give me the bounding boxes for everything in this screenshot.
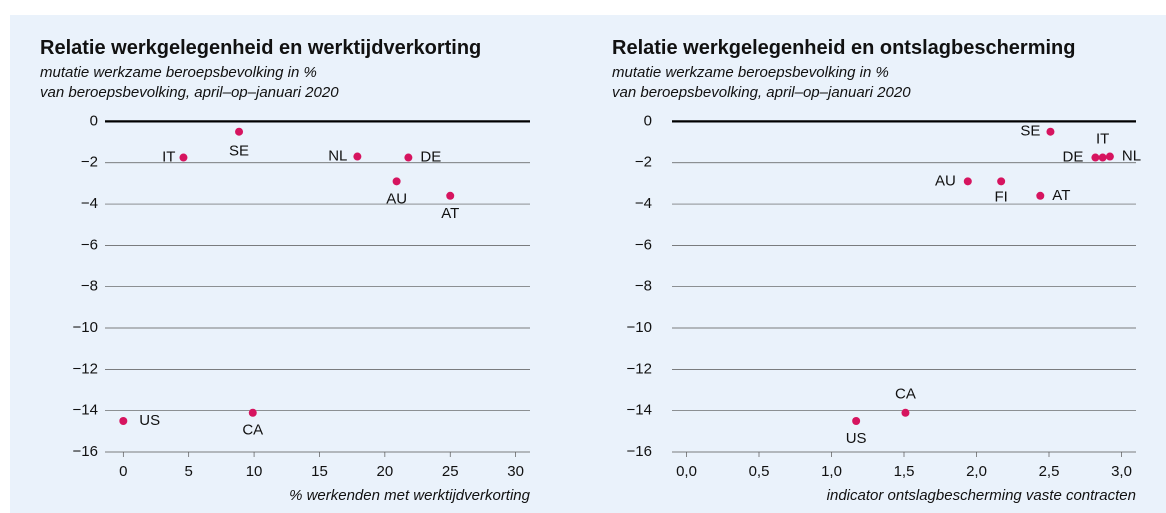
point-label: US — [139, 412, 160, 429]
x-tick-label: 10 — [246, 463, 263, 480]
x-tick-label: 25 — [442, 463, 459, 480]
point — [1098, 153, 1107, 162]
point — [392, 177, 401, 186]
point — [119, 417, 128, 426]
y-tick-label: −16 — [73, 443, 98, 460]
point — [353, 152, 362, 161]
y-tick-label: −14 — [73, 402, 98, 419]
x-tick-label: 15 — [311, 463, 328, 480]
point — [997, 177, 1006, 186]
point-label: CA — [242, 422, 263, 439]
y-tick-label: −16 — [627, 443, 652, 460]
point-label: DE — [1063, 149, 1084, 166]
chart-subtitle: mutatie werkzame beroepsbevolking in % — [612, 64, 889, 81]
chart-subtitle: van beroepsbevolking, april–op–januari 2… — [40, 84, 339, 101]
y-tick-label: 0 — [644, 112, 652, 129]
y-tick-label: −2 — [635, 154, 652, 171]
background — [10, 15, 1166, 513]
y-tick-label: −4 — [635, 195, 652, 212]
point-label: AT — [1052, 187, 1070, 204]
point-label: AU — [935, 172, 956, 189]
point-label: SE — [1020, 123, 1040, 140]
point-label: DE — [420, 149, 441, 166]
point-label: AT — [441, 205, 459, 222]
point-label: IT — [162, 149, 175, 166]
x-tick-label: 20 — [377, 463, 394, 480]
point — [248, 408, 257, 417]
y-tick-label: −14 — [627, 402, 652, 419]
y-tick-label: −4 — [81, 195, 98, 212]
point-label: NL — [1122, 147, 1141, 164]
x-tick-label: 0,5 — [749, 463, 770, 480]
x-tick-label: 1,0 — [821, 463, 842, 480]
x-axis-label: % werkenden met werktijdverkorting — [289, 487, 531, 504]
point — [1105, 152, 1114, 161]
point — [446, 191, 455, 200]
x-tick-label: 5 — [185, 463, 193, 480]
x-tick-label: 0,0 — [676, 463, 697, 480]
point — [901, 408, 910, 417]
point — [179, 153, 188, 162]
x-tick-label: 0 — [119, 463, 127, 480]
chart-title: Relatie werkgelegenheid en ontslagbesche… — [612, 37, 1075, 59]
point-label: FI — [994, 188, 1007, 205]
y-tick-label: −12 — [627, 360, 652, 377]
point — [1091, 153, 1100, 162]
point — [852, 417, 861, 426]
y-tick-label: −12 — [73, 360, 98, 377]
y-tick-label: −6 — [81, 236, 98, 253]
x-tick-label: 3,0 — [1111, 463, 1132, 480]
y-tick-label: −8 — [81, 278, 98, 295]
x-tick-label: 2,0 — [966, 463, 987, 480]
x-tick-label: 30 — [507, 463, 524, 480]
point — [235, 127, 244, 136]
x-tick-label: 2,5 — [1039, 463, 1060, 480]
point-label: CA — [895, 386, 916, 403]
chart-subtitle: mutatie werkzame beroepsbevolking in % — [40, 64, 317, 81]
chart-title: Relatie werkgelegenheid en werktijdverko… — [40, 37, 481, 59]
x-axis-label: indicator ontslagbescherming vaste contr… — [827, 487, 1136, 504]
point — [404, 153, 413, 162]
y-tick-label: −2 — [81, 154, 98, 171]
point — [963, 177, 972, 186]
point-label: US — [846, 430, 867, 447]
y-tick-label: −10 — [73, 319, 98, 336]
y-tick-label: 0 — [90, 112, 98, 129]
point — [1036, 191, 1045, 200]
point-label: IT — [1096, 131, 1109, 148]
y-tick-label: −10 — [627, 319, 652, 336]
point-label: NL — [328, 147, 347, 164]
y-tick-label: −8 — [635, 278, 652, 295]
y-tick-label: −6 — [635, 236, 652, 253]
point-label: SE — [229, 143, 249, 160]
point — [1046, 127, 1055, 136]
x-tick-label: 1,5 — [894, 463, 915, 480]
chart-subtitle: van beroepsbevolking, april–op–januari 2… — [612, 84, 911, 101]
point-label: AU — [386, 190, 407, 207]
